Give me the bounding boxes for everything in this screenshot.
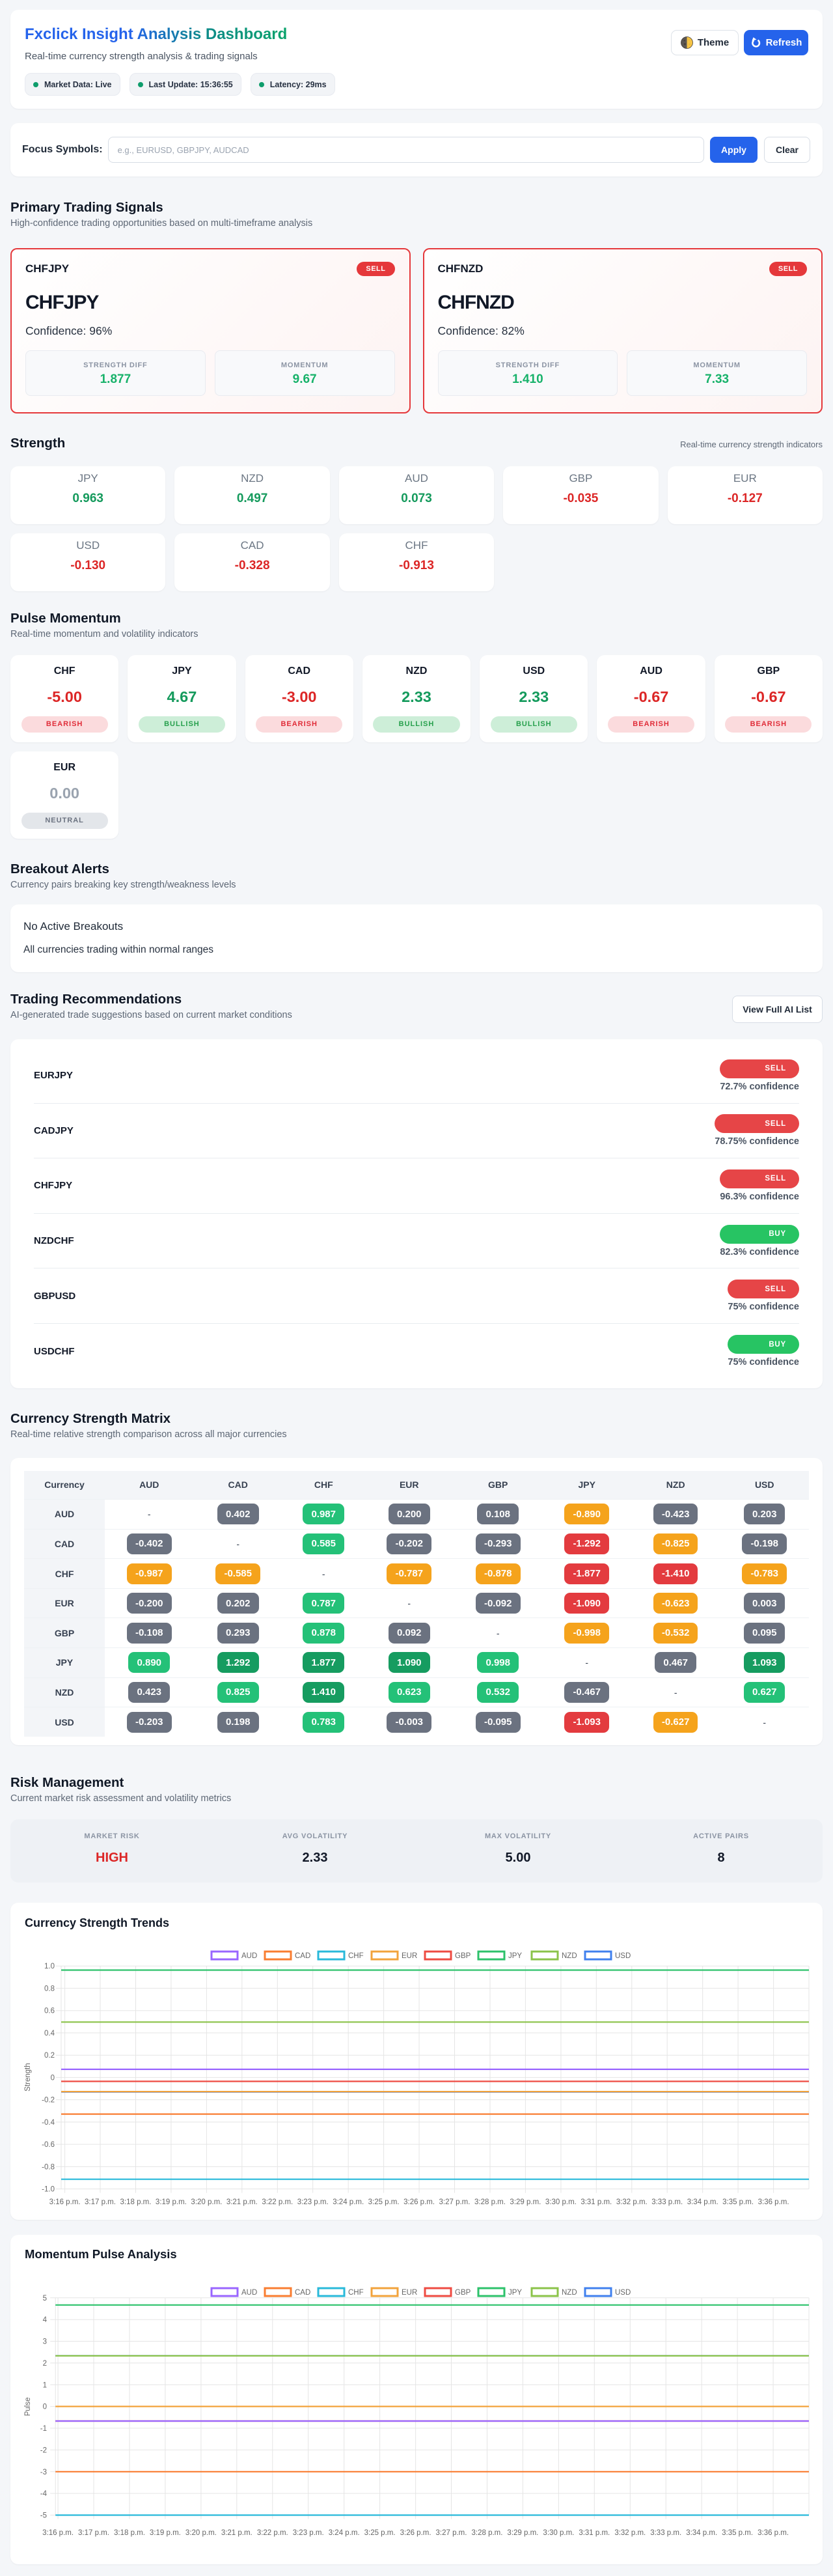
svg-text:NZD: NZD: [562, 1952, 577, 1960]
svg-text:3:18 p.m.: 3:18 p.m.: [120, 2198, 152, 2206]
svg-text:GBP: GBP: [455, 2289, 471, 2297]
svg-text:3:36 p.m.: 3:36 p.m.: [758, 2198, 789, 2206]
svg-text:-5: -5: [40, 2512, 47, 2520]
svg-text:CHF: CHF: [348, 1952, 364, 1960]
svg-text:3:21 p.m.: 3:21 p.m.: [226, 2198, 258, 2206]
svg-text:3:31 p.m.: 3:31 p.m.: [580, 2198, 612, 2206]
svg-text:3:25 p.m.: 3:25 p.m.: [368, 2198, 400, 2206]
svg-text:3:17 p.m.: 3:17 p.m.: [85, 2198, 116, 2206]
svg-text:3:32 p.m.: 3:32 p.m.: [614, 2529, 646, 2537]
svg-text:EUR: EUR: [402, 1952, 417, 1960]
svg-text:-0.8: -0.8: [42, 2164, 55, 2172]
svg-text:3:20 p.m.: 3:20 p.m.: [191, 2198, 222, 2206]
svg-text:-4: -4: [40, 2490, 48, 2498]
svg-text:0.2: 0.2: [44, 2052, 55, 2060]
svg-text:CAD: CAD: [295, 1952, 310, 1960]
svg-text:3:30 p.m.: 3:30 p.m.: [545, 2198, 577, 2206]
svg-text:3:32 p.m.: 3:32 p.m.: [616, 2198, 648, 2206]
svg-text:2: 2: [43, 2360, 47, 2368]
svg-text:-0.6: -0.6: [42, 2141, 55, 2149]
svg-text:0.8: 0.8: [44, 1985, 55, 1993]
svg-text:-0.4: -0.4: [42, 2119, 55, 2127]
svg-text:3:19 p.m.: 3:19 p.m.: [156, 2198, 187, 2206]
svg-text:-1: -1: [40, 2425, 47, 2433]
svg-text:3:36 p.m.: 3:36 p.m.: [758, 2529, 789, 2537]
svg-text:Strength: Strength: [24, 2064, 32, 2092]
svg-text:-3: -3: [40, 2469, 47, 2476]
svg-text:3:21 p.m.: 3:21 p.m.: [221, 2529, 253, 2537]
svg-text:3:20 p.m.: 3:20 p.m.: [185, 2529, 217, 2537]
svg-text:AUD: AUD: [241, 1952, 257, 1960]
svg-text:CAD: CAD: [295, 2289, 310, 2297]
svg-text:3:33 p.m.: 3:33 p.m.: [651, 2198, 683, 2206]
svg-text:3:19 p.m.: 3:19 p.m.: [150, 2529, 181, 2537]
svg-text:3:26 p.m.: 3:26 p.m.: [403, 2198, 435, 2206]
svg-text:3:18 p.m.: 3:18 p.m.: [114, 2529, 145, 2537]
svg-text:1: 1: [43, 2382, 47, 2390]
svg-text:3:27 p.m.: 3:27 p.m.: [439, 2198, 471, 2206]
svg-text:3:35 p.m.: 3:35 p.m.: [722, 2198, 754, 2206]
svg-text:3:34 p.m.: 3:34 p.m.: [687, 2198, 718, 2206]
svg-text:3:26 p.m.: 3:26 p.m.: [400, 2529, 431, 2537]
svg-text:3: 3: [43, 2338, 47, 2346]
svg-text:NZD: NZD: [562, 2289, 577, 2297]
svg-text:0.4: 0.4: [44, 2030, 55, 2037]
svg-text:3:22 p.m.: 3:22 p.m.: [262, 2198, 293, 2206]
svg-text:-0.2: -0.2: [42, 2097, 55, 2105]
svg-text:AUD: AUD: [241, 2289, 257, 2297]
svg-text:5: 5: [43, 2295, 47, 2303]
svg-text:4: 4: [43, 2317, 48, 2325]
svg-text:3:33 p.m.: 3:33 p.m.: [650, 2529, 681, 2537]
svg-text:3:27 p.m.: 3:27 p.m.: [436, 2529, 467, 2537]
svg-text:0: 0: [51, 2075, 55, 2082]
svg-text:JPY: JPY: [508, 1952, 522, 1960]
svg-text:3:28 p.m.: 3:28 p.m.: [472, 2529, 503, 2537]
svg-text:USD: USD: [615, 2289, 631, 2297]
svg-text:0.6: 0.6: [44, 2008, 55, 2015]
svg-text:3:22 p.m.: 3:22 p.m.: [257, 2529, 288, 2537]
svg-text:Pulse: Pulse: [24, 2398, 32, 2416]
svg-text:3:16 p.m.: 3:16 p.m.: [42, 2529, 74, 2537]
svg-text:3:25 p.m.: 3:25 p.m.: [364, 2529, 396, 2537]
svg-text:EUR: EUR: [402, 2289, 417, 2297]
svg-text:3:35 p.m.: 3:35 p.m.: [722, 2529, 753, 2537]
svg-text:3:23 p.m.: 3:23 p.m.: [297, 2198, 329, 2206]
svg-text:USD: USD: [615, 1952, 631, 1960]
svg-text:0: 0: [43, 2403, 47, 2411]
svg-text:3:29 p.m.: 3:29 p.m.: [510, 2198, 541, 2206]
svg-text:CHF: CHF: [348, 2289, 364, 2297]
svg-text:3:30 p.m.: 3:30 p.m.: [543, 2529, 574, 2537]
svg-text:JPY: JPY: [508, 2289, 522, 2297]
svg-text:-2: -2: [40, 2447, 47, 2455]
svg-text:3:17 p.m.: 3:17 p.m.: [78, 2529, 109, 2537]
svg-text:GBP: GBP: [455, 1952, 471, 1960]
svg-text:3:23 p.m.: 3:23 p.m.: [293, 2529, 324, 2537]
svg-text:3:28 p.m.: 3:28 p.m.: [474, 2198, 506, 2206]
svg-text:3:24 p.m.: 3:24 p.m.: [333, 2198, 364, 2206]
svg-text:1.0: 1.0: [44, 1963, 55, 1971]
svg-text:3:31 p.m.: 3:31 p.m.: [579, 2529, 610, 2537]
svg-text:-1.0: -1.0: [42, 2186, 55, 2194]
svg-text:3:29 p.m.: 3:29 p.m.: [507, 2529, 538, 2537]
svg-text:3:16 p.m.: 3:16 p.m.: [49, 2198, 81, 2206]
svg-text:3:24 p.m.: 3:24 p.m.: [329, 2529, 360, 2537]
svg-text:3:34 p.m.: 3:34 p.m.: [686, 2529, 717, 2537]
